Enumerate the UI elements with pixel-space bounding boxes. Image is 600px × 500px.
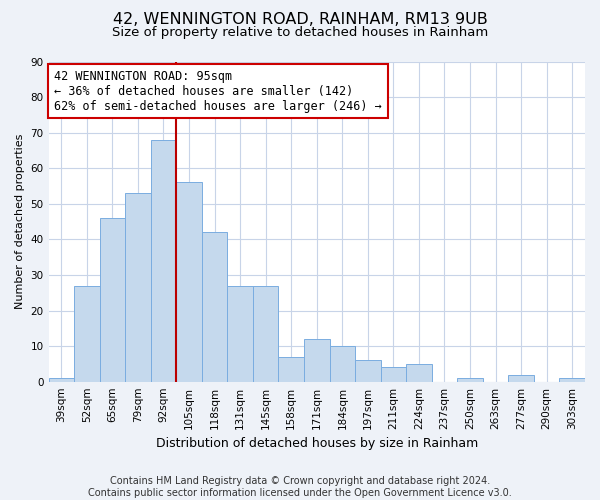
Bar (176, 182, 202, 382)
Bar (49, 378, 74, 382)
Bar (125, 193, 151, 382)
Bar (380, 368, 406, 382)
Bar (151, 140, 176, 382)
Bar (559, 378, 585, 382)
Bar (304, 339, 329, 382)
Bar (406, 364, 432, 382)
Bar (227, 286, 253, 382)
X-axis label: Distribution of detached houses by size in Rainham: Distribution of detached houses by size … (155, 437, 478, 450)
Bar (457, 378, 483, 382)
Text: 42, WENNINGTON ROAD, RAINHAM, RM13 9UB: 42, WENNINGTON ROAD, RAINHAM, RM13 9UB (113, 12, 487, 28)
Bar (329, 346, 355, 382)
Bar (74, 286, 100, 382)
Bar (100, 218, 125, 382)
Y-axis label: Number of detached properties: Number of detached properties (15, 134, 25, 310)
Bar (278, 357, 304, 382)
Text: Contains HM Land Registry data © Crown copyright and database right 2024.
Contai: Contains HM Land Registry data © Crown c… (88, 476, 512, 498)
Bar (202, 232, 227, 382)
Bar (253, 286, 278, 382)
Bar (355, 360, 380, 382)
Bar (508, 374, 534, 382)
Text: 42 WENNINGTON ROAD: 95sqm
← 36% of detached houses are smaller (142)
62% of semi: 42 WENNINGTON ROAD: 95sqm ← 36% of detac… (54, 70, 382, 112)
Text: Size of property relative to detached houses in Rainham: Size of property relative to detached ho… (112, 26, 488, 39)
